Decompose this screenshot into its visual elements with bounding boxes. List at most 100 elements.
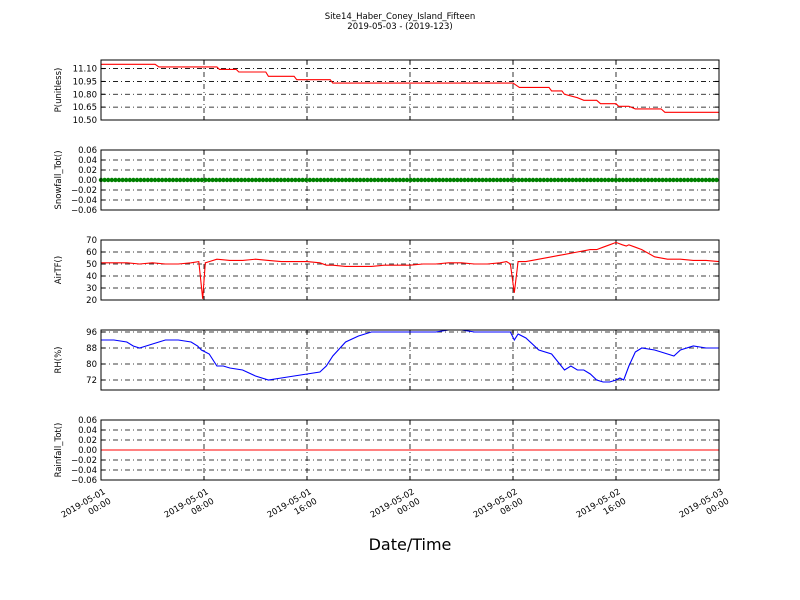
series-point (178, 177, 183, 183)
series-point (714, 177, 719, 183)
series-point (689, 177, 694, 183)
series-point (365, 177, 370, 183)
series-point (160, 177, 165, 183)
series-point (494, 177, 500, 183)
series-point (656, 177, 662, 183)
series-point (451, 177, 456, 183)
series-point (383, 177, 388, 183)
series-point (145, 177, 150, 183)
series-point (300, 177, 305, 183)
series-point (314, 177, 320, 183)
series-point (534, 177, 539, 183)
series-point (530, 177, 536, 183)
series-point (343, 177, 348, 183)
panel-frame (100, 239, 720, 301)
y-tick-label: −0.02 (71, 456, 97, 466)
series-point (358, 177, 363, 183)
y-tick-label: 10.50 (73, 116, 97, 126)
chart-subtitle: 2019-05-03 - (2019-123) (347, 22, 452, 32)
series-point (484, 177, 489, 183)
series-point (408, 177, 413, 183)
y-axis-label: Rainfall_Tot() (54, 423, 64, 478)
series-point (458, 177, 464, 183)
series-point (628, 177, 633, 183)
series-point (462, 177, 467, 183)
series-point (545, 177, 550, 183)
series-point (286, 177, 291, 183)
series-point (282, 177, 287, 183)
series-point (505, 177, 510, 183)
series-point (692, 177, 698, 183)
series-point (635, 177, 640, 183)
series-point (703, 177, 708, 183)
y-tick-label: −0.06 (71, 206, 97, 216)
series-point (646, 177, 651, 183)
y-tick-label: −0.04 (71, 196, 97, 206)
series-point (548, 177, 554, 183)
series-point (181, 177, 186, 183)
series-point (581, 177, 586, 183)
series-point (682, 177, 687, 183)
y-tick-label: 0.06 (78, 146, 97, 156)
series-point (386, 177, 392, 183)
series-line (101, 241, 720, 299)
series-point (631, 177, 636, 183)
series-point (250, 177, 255, 183)
series-point (707, 177, 712, 183)
series-point (552, 177, 557, 183)
series-point (232, 177, 237, 183)
series-point (480, 177, 485, 183)
series-point (638, 177, 644, 183)
series-point (674, 177, 680, 183)
series-point (260, 177, 266, 183)
y-tick-label: −0.04 (71, 466, 97, 476)
series-point (523, 177, 528, 183)
series-point (678, 177, 683, 183)
series-point (149, 177, 154, 183)
y-tick-label: 0.02 (78, 166, 97, 176)
y-tick-label: −0.02 (71, 186, 97, 196)
series-point (426, 177, 431, 183)
series-point (350, 177, 356, 183)
series-point (487, 177, 492, 183)
series-point (538, 177, 543, 183)
y-tick-label: 30 (86, 284, 97, 294)
y-tick-label: 80 (86, 360, 97, 370)
series-point (311, 177, 316, 183)
series-point (329, 177, 334, 183)
y-tick-label: 0.06 (78, 416, 97, 426)
series-point (516, 177, 521, 183)
series-point (275, 177, 280, 183)
series-point (610, 177, 615, 183)
series-point (649, 177, 654, 183)
series-point (271, 177, 276, 183)
series-point (113, 177, 118, 183)
series-point (131, 177, 136, 183)
series-line (101, 329, 719, 383)
y-tick-label: 0.02 (78, 436, 97, 446)
series-point (293, 177, 298, 183)
y-tick-label: 10.95 (73, 77, 97, 87)
y-tick-label: 0.00 (78, 446, 97, 456)
series-point (347, 177, 352, 183)
series-point (602, 177, 608, 183)
series-point (422, 177, 428, 183)
series-point (469, 177, 474, 183)
series-point (563, 177, 568, 183)
panel-5: 0.060.040.020.00−0.02−0.04−0.06 Rainfall_… (54, 416, 720, 486)
panel-frame (100, 59, 720, 121)
series-point (138, 177, 143, 183)
series-point (595, 177, 600, 183)
y-tick-label: 10.80 (73, 90, 97, 100)
y-tick-label: 20 (86, 296, 97, 306)
series-point (221, 177, 226, 183)
series-point (599, 177, 604, 183)
series-point (296, 177, 302, 183)
y-tick-label: 0.04 (78, 426, 97, 436)
panel-frame (100, 419, 720, 481)
series-point (134, 177, 140, 183)
